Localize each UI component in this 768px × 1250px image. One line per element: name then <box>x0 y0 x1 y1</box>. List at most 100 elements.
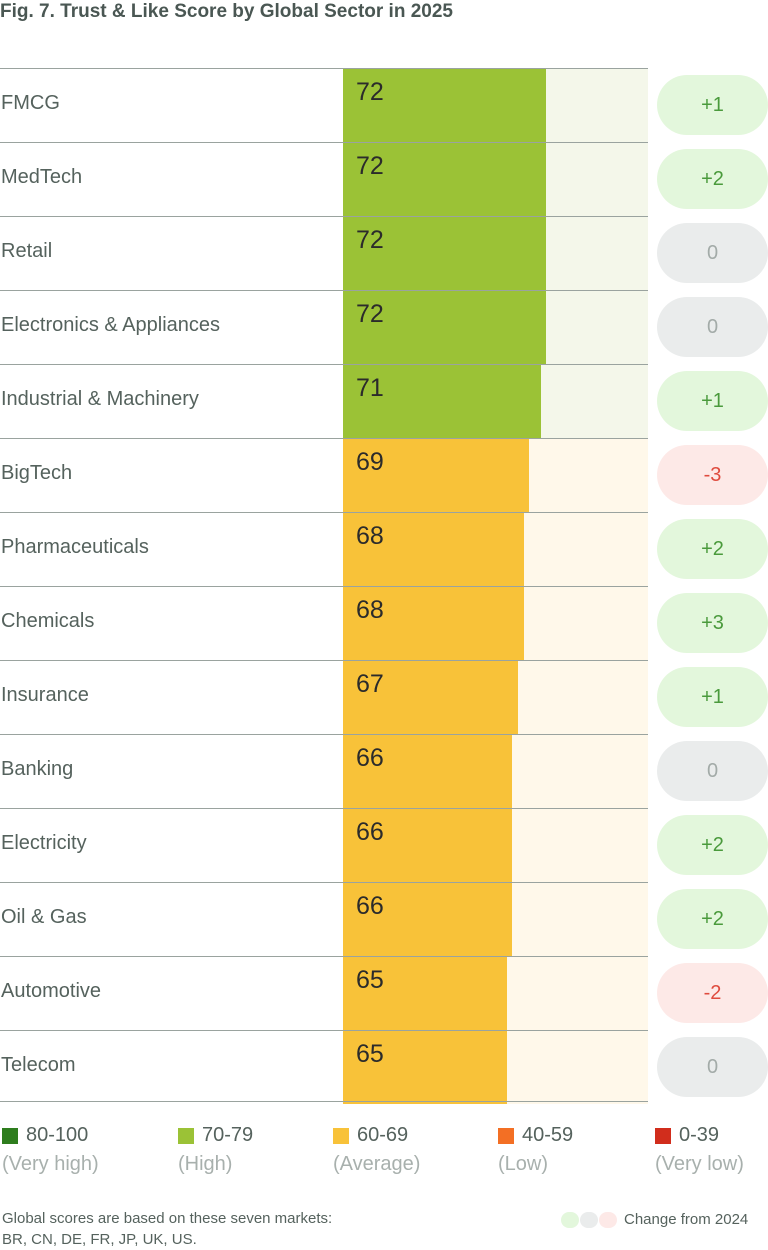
legend-range-very-high: 80-100 <box>26 1124 89 1146</box>
category-label: Chemicals <box>1 610 95 632</box>
table-row: 67 Insurance +1 <box>0 660 768 734</box>
change-badge: -3 <box>657 445 768 505</box>
change-badge: +1 <box>657 75 768 135</box>
legend-swatch-very-high <box>2 1128 18 1144</box>
table-row: 68 Chemicals +3 <box>0 586 768 660</box>
category-label: FMCG <box>1 92 60 114</box>
legend-range-very-low: 0-39 <box>679 1124 720 1146</box>
legend-label-very-low: (Very low) <box>655 1153 744 1175</box>
category-label: Pharmaceuticals <box>1 536 149 558</box>
change-dot-negative-icon <box>599 1212 617 1228</box>
change-dot-positive-icon <box>561 1212 579 1228</box>
bar-value-label: 66 <box>356 744 384 772</box>
row-divider <box>0 956 648 957</box>
legend-range-low: 40-59 <box>522 1124 574 1146</box>
table-row: 69 BigTech -3 <box>0 438 768 512</box>
category-label: Oil & Gas <box>1 906 87 928</box>
row-divider <box>0 808 648 809</box>
category-label: Electronics & Appliances <box>1 314 221 336</box>
table-row: 72 Retail 0 <box>0 216 768 290</box>
bar <box>343 143 546 216</box>
bar <box>343 1031 507 1104</box>
row-divider <box>0 68 648 69</box>
chart-rows: 72 FMCG +1 72 MedTech +2 72 Retail 0 72 Electronic… <box>0 68 768 1104</box>
change-badge: +2 <box>657 519 768 579</box>
legend: 80-100 (Very high) 70-79 (High) 60-69 (A… <box>0 1122 768 1182</box>
table-row: 65 Telecom 0 <box>0 1030 768 1104</box>
change-badge: 0 <box>657 223 768 283</box>
category-label: Retail <box>1 240 53 262</box>
bar <box>343 439 529 512</box>
bar <box>343 735 512 808</box>
change-badge: +1 <box>657 371 768 431</box>
legend-range-high: 70-79 <box>202 1124 254 1146</box>
bar <box>343 661 518 734</box>
legend-swatch-high <box>178 1128 194 1144</box>
category-label: Electricity <box>1 832 87 854</box>
footnote: Global scores are based on these seven m… <box>2 1208 332 1250</box>
bar-value-label: 65 <box>356 1040 384 1068</box>
table-row: 71 Industrial & Machinery +1 <box>0 364 768 438</box>
change-badge: +2 <box>657 815 768 875</box>
bar-value-label: 71 <box>356 374 384 402</box>
change-badge: 0 <box>657 297 768 357</box>
row-divider <box>0 586 648 587</box>
row-divider <box>0 216 648 217</box>
change-badge: -2 <box>657 963 768 1023</box>
bar-value-label: 68 <box>356 596 384 624</box>
table-row: 66 Banking 0 <box>0 734 768 808</box>
change-dot-zero-icon <box>580 1212 598 1228</box>
legend-label-very-high: (Very high) <box>2 1153 99 1175</box>
change-badge: +3 <box>657 593 768 653</box>
bar <box>343 69 546 142</box>
category-label: MedTech <box>1 166 83 188</box>
bar <box>343 809 512 882</box>
table-row: 68 Pharmaceuticals +2 <box>0 512 768 586</box>
change-legend: Change from 2024 <box>561 1209 768 1231</box>
category-label: Telecom <box>1 1054 76 1076</box>
category-label: Automotive <box>1 980 102 1002</box>
row-divider <box>0 438 648 439</box>
change-legend-label: Change from 2024 <box>624 1211 749 1228</box>
row-divider <box>0 290 648 291</box>
bar-value-label: 72 <box>356 300 384 328</box>
change-badge: +1 <box>657 667 768 727</box>
bar <box>343 365 541 438</box>
change-badge: 0 <box>657 1037 768 1097</box>
bar-value-label: 65 <box>356 966 384 994</box>
table-row: 65 Automotive -2 <box>0 956 768 1030</box>
row-divider <box>0 512 648 513</box>
bar <box>343 587 524 660</box>
table-row: 72 FMCG +1 <box>0 68 768 142</box>
bar <box>343 513 524 586</box>
category-label: Industrial & Machinery <box>1 388 199 410</box>
row-divider <box>0 734 648 735</box>
bar-value-label: 68 <box>356 522 384 550</box>
legend-label-high: (High) <box>178 1153 233 1175</box>
chart-title: Fig. 7. Trust & Like Score by Global Sec… <box>0 1 453 22</box>
legend-label-average: (Average) <box>333 1153 421 1175</box>
bar-value-label: 67 <box>356 670 384 698</box>
row-divider <box>0 882 648 883</box>
legend-label-low: (Low) <box>498 1153 549 1175</box>
row-divider <box>0 660 648 661</box>
chart-bottom-rule <box>0 1101 648 1102</box>
change-badge: +2 <box>657 149 768 209</box>
bar <box>343 883 512 956</box>
footnote-line-1: Global scores are based on these seven m… <box>2 1210 333 1227</box>
row-divider <box>0 142 648 143</box>
change-badge: 0 <box>657 741 768 801</box>
table-row: 72 Electronics & Appliances 0 <box>0 290 768 364</box>
bar-value-label: 66 <box>356 892 384 920</box>
category-label: Insurance <box>1 684 89 706</box>
category-label: Banking <box>1 758 74 780</box>
category-label: BigTech <box>1 462 73 484</box>
bar-value-label: 72 <box>356 152 384 180</box>
row-divider <box>0 1030 648 1031</box>
footnote-line-2: BR, CN, DE, FR, JP, UK, US. <box>2 1231 197 1248</box>
legend-range-average: 60-69 <box>357 1124 409 1146</box>
bar-value-label: 66 <box>356 818 384 846</box>
legend-swatch-low <box>498 1128 514 1144</box>
change-badge: +2 <box>657 889 768 949</box>
row-divider <box>0 364 648 365</box>
